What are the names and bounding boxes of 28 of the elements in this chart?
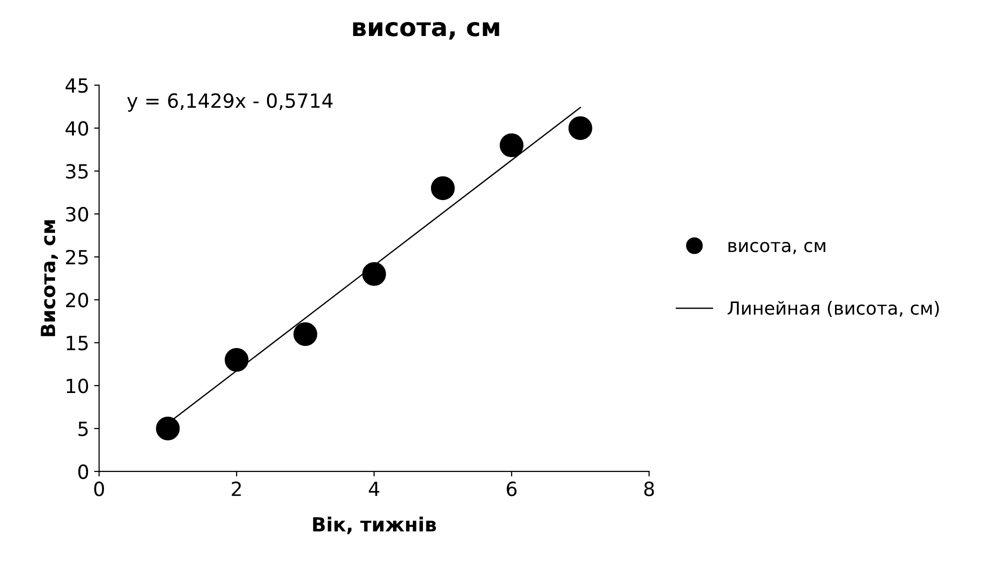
point <box>156 416 180 440</box>
y-tick-label: 45 <box>66 78 88 93</box>
x-tick-label: 0 <box>94 482 104 496</box>
x-tick-label: 4 <box>368 482 380 496</box>
x-tick-label: 2 <box>232 482 241 496</box>
annotation: y = 6,1429x - 0,5714 <box>127 93 333 112</box>
y-tick-label: 30 <box>66 206 88 222</box>
point <box>362 262 386 286</box>
x-axis-title: Вік, тижнів <box>313 516 436 534</box>
y-axis-title: Висота, см <box>40 220 58 336</box>
y-tick-label: 5 <box>78 422 88 436</box>
x-tick-label: 6 <box>506 482 517 496</box>
point <box>500 133 524 158</box>
y-tick-label: 0 <box>78 464 88 480</box>
point <box>293 322 318 346</box>
y-tick-label: 35 <box>66 164 88 179</box>
y-tick-label: 10 <box>66 378 88 394</box>
y-tick-label: 25 <box>66 250 88 265</box>
y-tick-label: 40 <box>66 121 88 136</box>
y-tick-label: 20 <box>66 292 88 308</box>
x-tick-label: 8 <box>644 482 654 496</box>
legend-label: висота, см <box>728 242 826 254</box>
point <box>568 116 592 140</box>
y-tick-label: 15 <box>66 336 88 350</box>
point <box>224 348 248 372</box>
legend-label: Линейная (висота, см) <box>728 300 939 317</box>
chart-title: висота, см <box>353 22 500 40</box>
point <box>430 176 455 200</box>
